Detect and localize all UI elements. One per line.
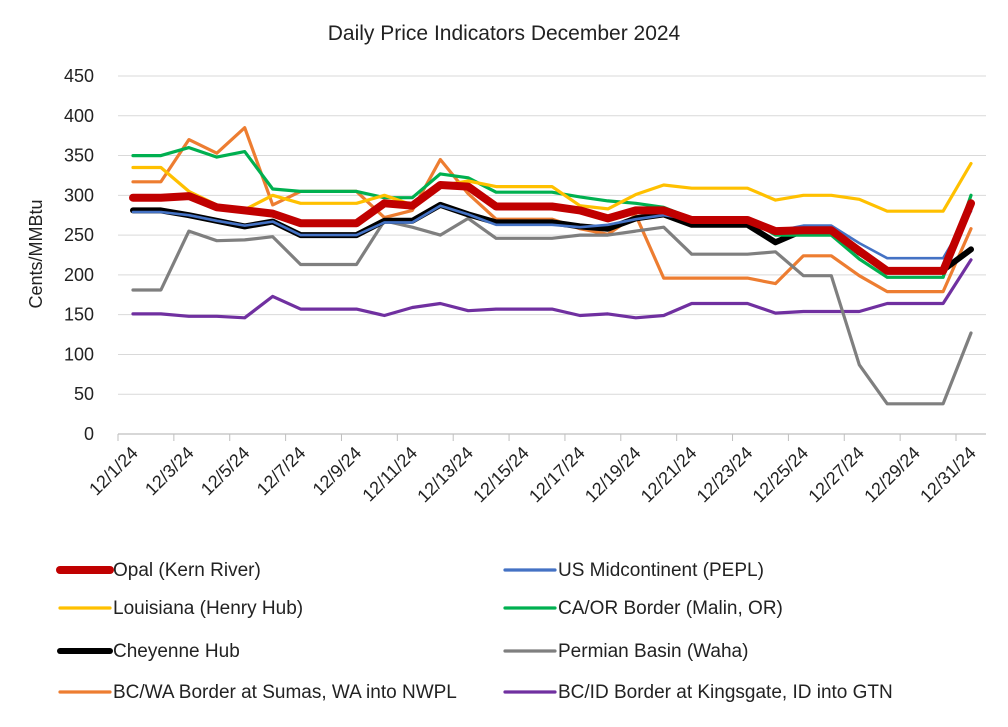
x-tick-label: 12/5/24 — [197, 443, 254, 500]
chart-title: Daily Price Indicators December 2024 — [328, 22, 681, 45]
legend-label: Permian Basin (Waha) — [558, 641, 748, 662]
legend-item: Cheyenne Hub — [57, 641, 240, 662]
x-tick-label: 12/21/24 — [637, 443, 701, 507]
y-tick-label: 400 — [64, 106, 94, 126]
y-tick-label: 450 — [64, 66, 94, 86]
series-line-bc-id-border-at-kingsgate-id-into-gtn — [131, 258, 973, 320]
x-tick-label: 12/25/24 — [749, 443, 813, 507]
x-tick-label: 12/1/24 — [85, 443, 142, 500]
y-tick-label: 150 — [64, 305, 94, 325]
x-tick-label: 12/11/24 — [358, 443, 421, 506]
legend-label: BC/WA Border at Sumas, WA into NWPL — [113, 682, 457, 703]
legend-item: Louisiana (Henry Hub) — [58, 598, 303, 619]
x-tick-label: 12/17/24 — [525, 443, 589, 507]
legend-label: CA/OR Border (Malin, OR) — [558, 598, 783, 619]
series-lines — [129, 126, 975, 406]
legend-item: CA/OR Border (Malin, OR) — [503, 598, 783, 619]
x-tick-label: 12/3/24 — [141, 443, 198, 500]
legend-item: BC/WA Border at Sumas, WA into NWPL — [58, 682, 457, 703]
series-line-opal-kern-river — [129, 181, 975, 275]
series-line-louisiana-henry-hub — [131, 161, 973, 213]
x-tick-label: 12/29/24 — [860, 443, 924, 507]
y-tick-label: 50 — [74, 384, 94, 404]
x-tick-label: 12/9/24 — [309, 443, 366, 500]
legend-label: Opal (Kern River) — [113, 560, 261, 581]
legend-label: Louisiana (Henry Hub) — [113, 598, 303, 619]
y-tick-label: 100 — [64, 344, 94, 364]
x-tick-label: 12/27/24 — [804, 443, 868, 507]
x-tick-label: 12/19/24 — [581, 443, 645, 507]
y-tick-label: 200 — [64, 265, 94, 285]
y-tick-label: 250 — [64, 225, 94, 245]
legend-label: BC/ID Border at Kingsgate, ID into GTN — [558, 682, 893, 703]
legend-item: BC/ID Border at Kingsgate, ID into GTN — [503, 682, 893, 703]
y-tick-label: 0 — [84, 424, 94, 444]
x-tick-label: 12/31/24 — [916, 443, 980, 507]
series-line-us-midcontinent-pepl — [131, 204, 973, 260]
x-tick-label: 12/7/24 — [253, 443, 310, 500]
y-tick-label: 350 — [64, 146, 94, 166]
gridlines — [118, 75, 986, 395]
legend: Opal (Kern River) US Midcontinent (PEPL) L… — [56, 560, 893, 703]
series-line-bc-wa-border-at-sumas-wa-into-nwpl — [131, 126, 973, 294]
x-tick-label: 12/23/24 — [693, 443, 757, 507]
x-tick-label: 12/15/24 — [469, 443, 533, 507]
y-tick-label: 300 — [64, 185, 94, 205]
series-line-permian-basin-waha — [131, 216, 973, 406]
legend-item: Permian Basin (Waha) — [503, 641, 748, 662]
x-tick-label: 12/13/24 — [413, 443, 477, 507]
legend-label: Cheyenne Hub — [113, 641, 240, 662]
legend-item: US Midcontinent (PEPL) — [503, 560, 764, 581]
axes: 0 50 100 150 200 250 300 350 400 450 12/1/24 12/3/2… — [64, 66, 986, 506]
legend-label: US Midcontinent (PEPL) — [558, 560, 764, 581]
legend-item: Opal (Kern River) — [56, 560, 261, 581]
y-axis-label: Cents/MMBtu — [26, 199, 46, 308]
